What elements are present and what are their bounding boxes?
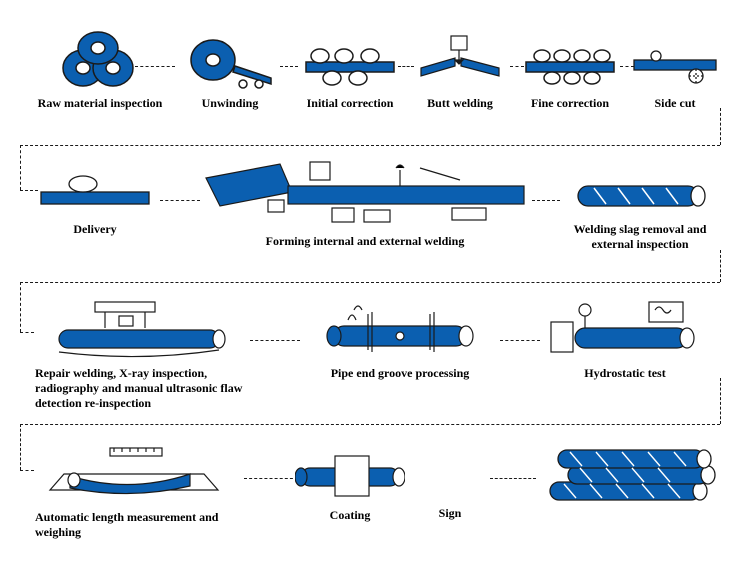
step-label: Welding slag removal and external inspec…	[560, 222, 720, 252]
step-pipe-stack	[540, 444, 720, 508]
rollers-icon	[300, 42, 400, 90]
step-label: Automatic length measurement and weighin…	[35, 510, 235, 540]
step-coating: Coating	[300, 450, 400, 523]
connector	[20, 282, 720, 283]
coils-icon	[55, 30, 145, 90]
step-label: Initial correction	[307, 96, 394, 111]
step-groove: Pipe end groove processing	[300, 300, 500, 381]
side-cut-icon	[630, 46, 720, 90]
step-initial-correction: Initial correction	[295, 42, 405, 111]
connector	[20, 282, 21, 332]
step-raw-material: Raw material inspection	[30, 30, 170, 111]
connector	[20, 145, 21, 190]
connector	[720, 378, 721, 424]
measure-icon	[40, 440, 230, 504]
step-label: Side cut	[654, 96, 695, 111]
connector	[500, 340, 540, 341]
step-label: Coating	[330, 508, 371, 523]
step-side-cut: Side cut	[630, 46, 720, 111]
connector	[135, 66, 175, 67]
sheet-icon	[35, 170, 155, 216]
step-unwinding: Unwinding	[180, 30, 280, 111]
connector	[244, 478, 298, 479]
connector	[250, 340, 300, 341]
pipe-process-diagram: Raw material inspection Unwinding	[0, 0, 745, 568]
step-length-weigh: Automatic length measurement and weighin…	[30, 440, 240, 540]
step-label: Hydrostatic test	[584, 366, 665, 381]
step-fine-correction: Fine correction	[520, 42, 620, 111]
butt-weld-icon	[415, 34, 505, 90]
connector	[20, 424, 720, 425]
connector	[720, 250, 721, 282]
connector	[160, 200, 200, 201]
step-sign: Sign	[410, 450, 490, 521]
rollers-icon	[520, 42, 620, 90]
step-forming-welding: Forming internal and external welding	[200, 158, 530, 249]
step-label: Sign	[439, 506, 462, 521]
step-butt-welding: Butt welding	[410, 34, 510, 111]
unwind-icon	[185, 30, 275, 90]
connector	[490, 478, 536, 479]
coating-icon	[295, 450, 405, 502]
step-label: Forming internal and external welding	[266, 234, 465, 249]
step-repair-xray: Repair welding, X-ray inspection, radiog…	[30, 300, 250, 411]
step-label: Raw material inspection	[38, 96, 163, 111]
step-label: Pipe end groove processing	[331, 366, 470, 381]
pipe-icon	[570, 176, 710, 216]
xray-icon	[45, 300, 235, 360]
connector	[20, 145, 720, 146]
connector	[20, 424, 21, 470]
groove-icon	[310, 300, 490, 360]
step-label: Delivery	[73, 222, 116, 237]
step-label: Fine correction	[531, 96, 609, 111]
step-label: Repair welding, X-ray inspection, radiog…	[35, 366, 245, 411]
step-label: Butt welding	[427, 96, 493, 111]
connector	[532, 200, 560, 201]
step-hydrostatic: Hydrostatic test	[540, 296, 710, 381]
hydro-icon	[545, 296, 705, 360]
step-delivery: Delivery	[30, 170, 160, 237]
connector	[720, 108, 721, 145]
step-label: Unwinding	[202, 96, 259, 111]
forming-icon	[200, 158, 530, 228]
step-slag-inspection: Welding slag removal and external inspec…	[560, 176, 720, 252]
pipe-stack-icon	[540, 444, 720, 508]
